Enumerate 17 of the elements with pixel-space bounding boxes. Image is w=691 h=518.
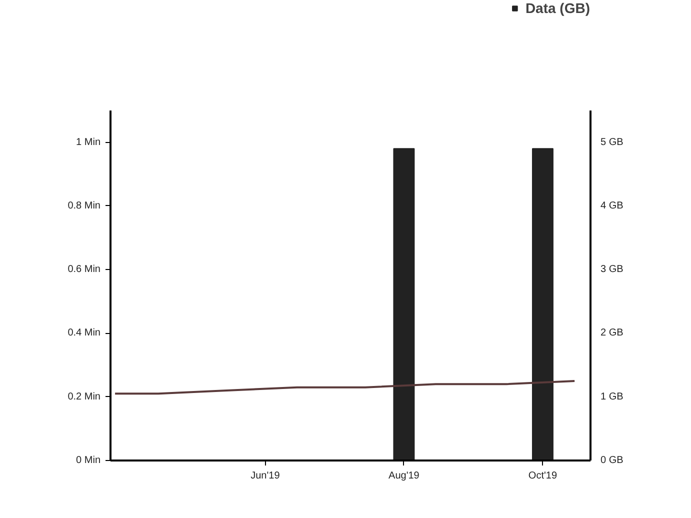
y-tick-label: 0.6 Min [68,264,101,276]
legend-label: Data (GB) [525,0,590,16]
y2-tick-label: 4 GB [600,200,624,212]
y-tick-label: 1 Min [76,136,100,148]
y-tick-label: 0.4 Min [68,328,101,339]
x-tick-label: Jun'19 [250,470,280,482]
x-tick-label: Aug'19 [388,470,420,482]
line-series [114,380,576,395]
y2-tick-label: 0 GB [600,455,624,466]
y2-tick-label: 3 GB [600,264,624,276]
x-tick-label: Oct'19 [528,470,558,482]
y2-tick-label: 1 GB [600,391,624,402]
y-tick-label: 0.8 Min [68,200,101,212]
y2-tick-label: 2 GB [600,328,624,339]
y2-tick-label: 5 GB [600,136,624,148]
y-tick-label: 0 Min [76,455,100,466]
y-tick-label: 0.2 Min [68,391,101,402]
